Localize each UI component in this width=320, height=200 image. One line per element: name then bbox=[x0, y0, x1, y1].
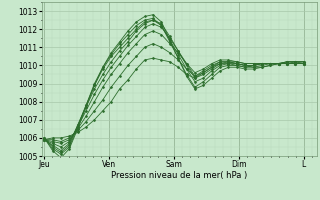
X-axis label: Pression niveau de la mer( hPa ): Pression niveau de la mer( hPa ) bbox=[111, 171, 247, 180]
